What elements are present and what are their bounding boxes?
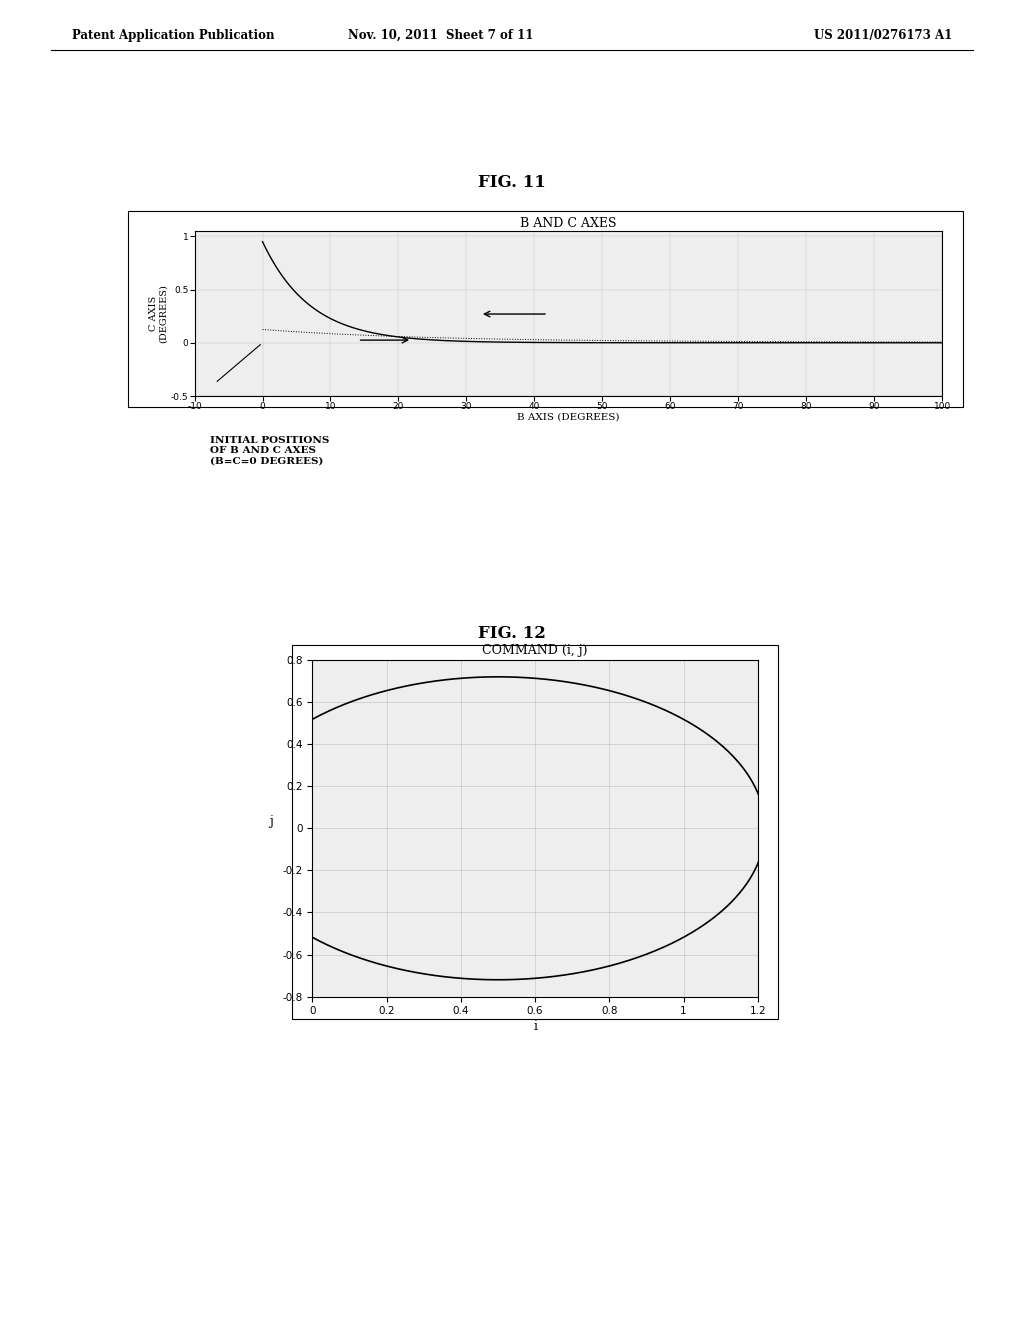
Text: US 2011/0276173 A1: US 2011/0276173 A1: [814, 29, 952, 42]
Y-axis label: j: j: [269, 816, 273, 829]
Text: FIG. 11: FIG. 11: [478, 174, 546, 190]
Text: FIG. 12: FIG. 12: [478, 626, 546, 642]
Title: B AND C AXES: B AND C AXES: [520, 216, 616, 230]
X-axis label: B AXIS (DEGREES): B AXIS (DEGREES): [517, 413, 620, 421]
Y-axis label: C AXIS
(DEGREES): C AXIS (DEGREES): [148, 284, 168, 343]
Text: Nov. 10, 2011  Sheet 7 of 11: Nov. 10, 2011 Sheet 7 of 11: [347, 29, 534, 42]
Text: INITIAL POSITIONS
OF B AND C AXES
(B=C=0 DEGREES): INITIAL POSITIONS OF B AND C AXES (B=C=0…: [210, 436, 330, 466]
Text: Patent Application Publication: Patent Application Publication: [72, 29, 274, 42]
Title: COMMAND (i, j): COMMAND (i, j): [482, 644, 588, 657]
X-axis label: i: i: [534, 1020, 537, 1034]
